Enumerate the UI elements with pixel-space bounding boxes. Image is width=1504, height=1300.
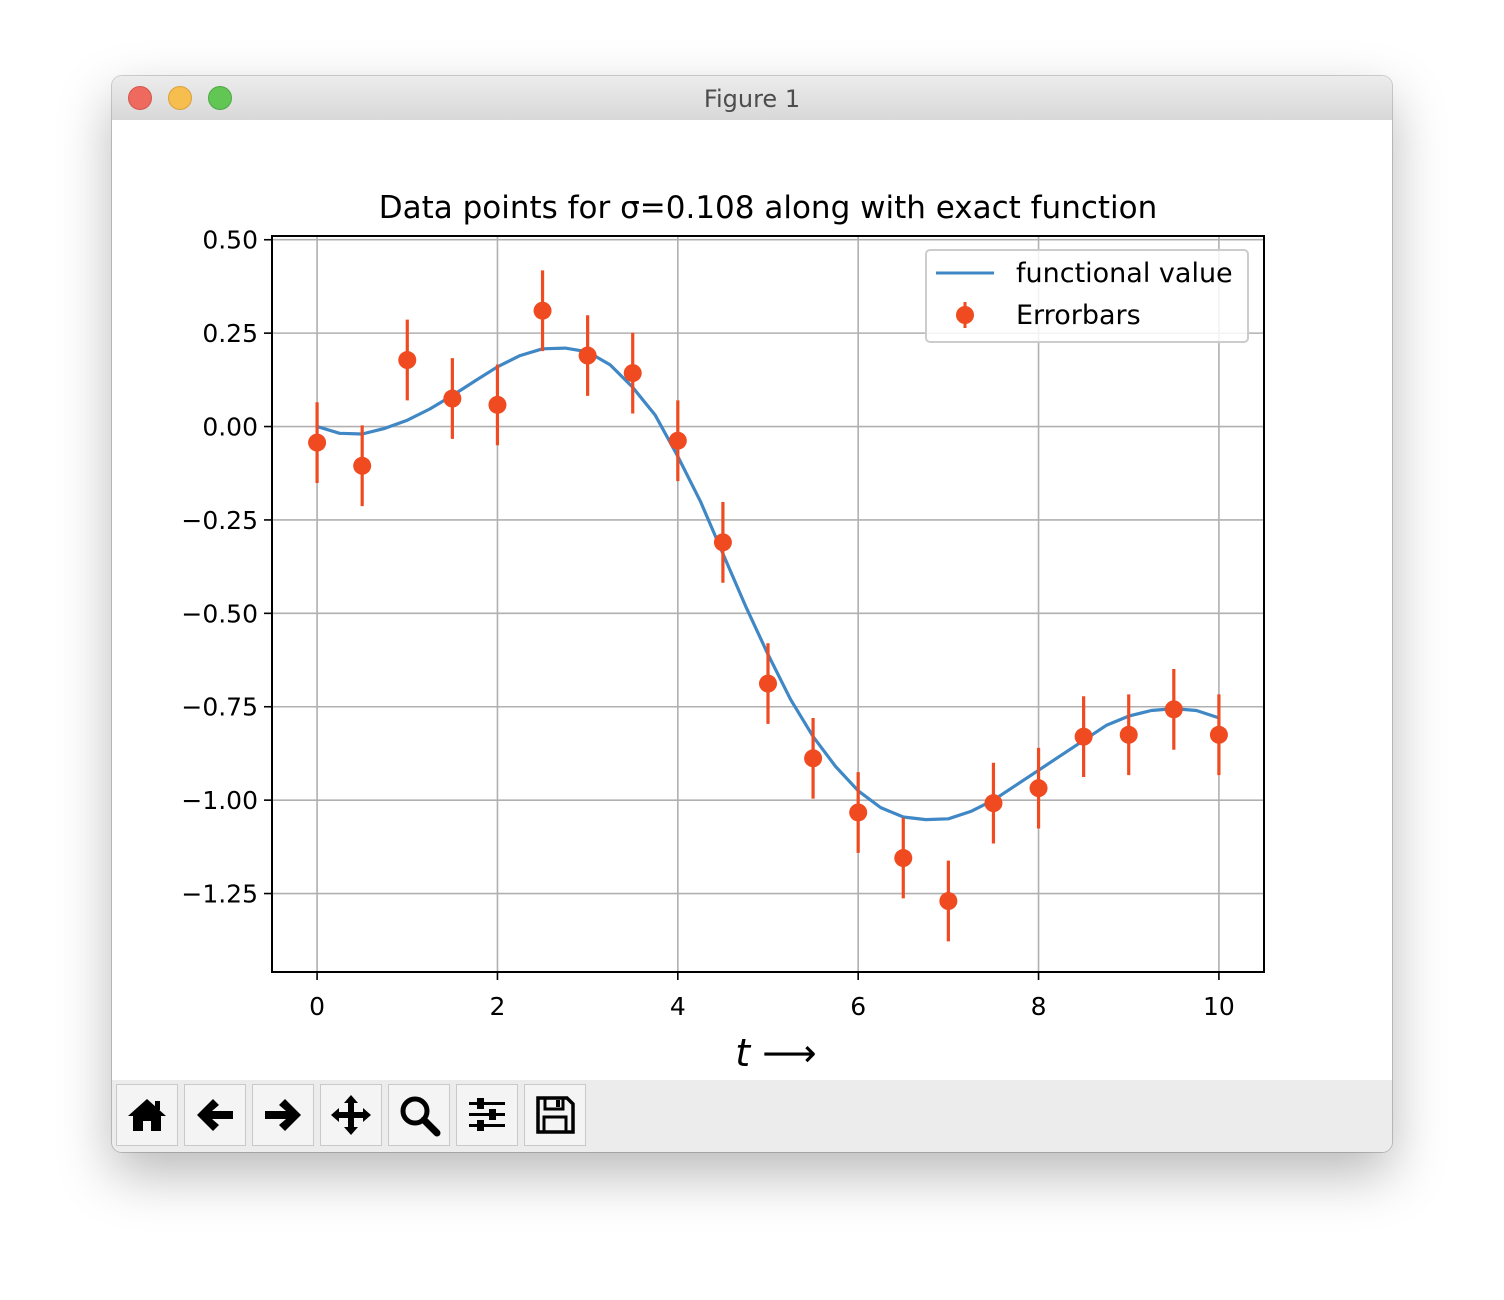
data-point: [488, 395, 507, 414]
back-button[interactable]: [184, 1084, 246, 1146]
grid: [272, 236, 1264, 972]
data-point: [353, 456, 372, 475]
axes-frame: [271, 235, 1265, 973]
data-point: [398, 351, 417, 370]
floppy-disk-icon: [536, 1096, 575, 1134]
chart-title: Data points for σ=0.108 along with exact…: [379, 190, 1158, 226]
data-point: [1164, 700, 1183, 719]
arrow-left-icon: [197, 1099, 233, 1131]
zoom-window-button[interactable]: [208, 86, 232, 110]
data-point: [668, 431, 687, 450]
data-point: [308, 433, 327, 452]
data-point: [849, 803, 868, 822]
data-point: [533, 301, 552, 320]
y-tick-label: 0.50: [202, 226, 258, 255]
y-tick-label: 0.25: [202, 319, 258, 348]
x-axis-label: t ⟶: [735, 1031, 816, 1075]
home-button[interactable]: [116, 1084, 178, 1146]
window-title: Figure 1: [703, 85, 801, 113]
data-point: [1209, 725, 1228, 744]
y-tick-label: −1.25: [181, 880, 258, 909]
data-point: [1074, 727, 1093, 746]
y-tick-label: 0.00: [202, 413, 258, 442]
sliders-icon: [469, 1098, 505, 1131]
forward-button[interactable]: [252, 1084, 314, 1146]
x-tick-label: 4: [670, 992, 686, 1021]
home-icon: [128, 1099, 166, 1131]
chart: 0 2 4 6 8 10 0.50 0.25 0.00 −0.25 −0.50 −0.75 −1.00 −…: [112, 120, 1392, 1080]
ticks: 0 2 4 6 8 10 0.50 0.25 0.00 −0.25 −0.50 −0.75 −1.00 −…: [181, 226, 1234, 1021]
data-point: [578, 346, 597, 365]
plot-area: [308, 270, 1228, 942]
x-tick-label: 8: [1031, 992, 1047, 1021]
navigation-toolbar: [112, 1080, 1392, 1152]
move-icon: [331, 1095, 371, 1135]
figure-canvas[interactable]: 0 2 4 6 8 10 0.50 0.25 0.00 −0.25 −0.50 −0.75 −1.00 −…: [112, 120, 1392, 1080]
y-tick-label: −1.00: [181, 786, 258, 815]
data-point: [623, 364, 642, 383]
save-button[interactable]: [524, 1084, 586, 1146]
x-tick-label: 6: [850, 992, 866, 1021]
y-tick-label: −0.50: [181, 599, 258, 628]
x-tick-label: 2: [490, 992, 506, 1021]
data-point: [759, 674, 777, 693]
pan-button[interactable]: [320, 1084, 382, 1146]
subplots-button[interactable]: [456, 1084, 518, 1146]
data-point: [713, 533, 732, 552]
data-point: [894, 849, 913, 868]
data-point: [443, 389, 462, 408]
data-point: [1029, 779, 1048, 798]
data-point: [939, 892, 958, 911]
figure-window: Figure 1 0 2 4 6 8 10 0.50 0.25 0.00 −0.25 −0.50 −0…: [112, 76, 1392, 1152]
close-window-button[interactable]: [128, 86, 152, 110]
zoom-button[interactable]: [388, 1084, 450, 1146]
y-tick-label: −0.25: [181, 506, 258, 535]
data-point: [984, 794, 1003, 813]
x-tick-label: 10: [1203, 992, 1235, 1021]
legend-label: Errorbars: [1016, 300, 1141, 331]
data-point: [804, 749, 823, 768]
legend-label: functional value: [1016, 258, 1233, 289]
data-point: [1119, 725, 1138, 744]
magnifier-icon: [400, 1096, 441, 1137]
title-bar: Figure 1: [112, 76, 1392, 121]
y-tick-label: −0.75: [181, 693, 258, 722]
legend-marker-swatch: [956, 306, 974, 324]
x-tick-label: 0: [309, 992, 325, 1021]
legend: functional value Errorbars: [925, 249, 1249, 343]
arrow-right-icon: [265, 1099, 301, 1131]
minimize-window-button[interactable]: [168, 86, 192, 110]
legend-box: [925, 249, 1249, 343]
